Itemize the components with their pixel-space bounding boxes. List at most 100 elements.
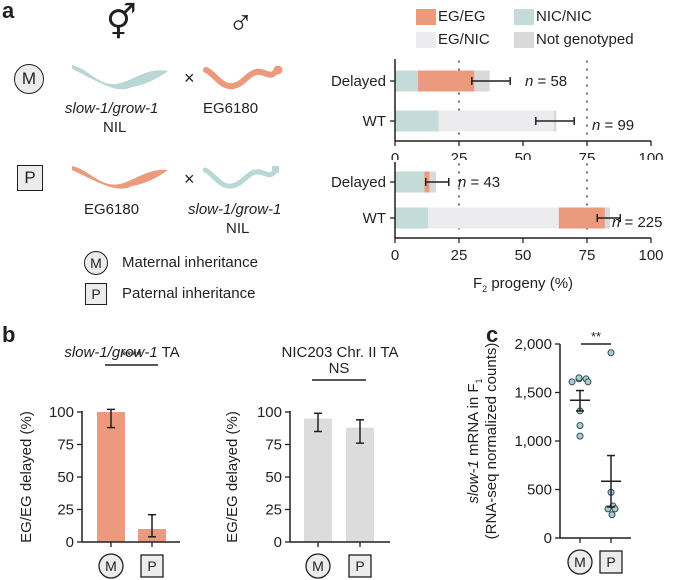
category-label: P (355, 558, 364, 574)
paternal-badge (599, 550, 623, 574)
legend-label-not-genotyped: Not genotyped (536, 31, 634, 48)
category-label: M (312, 558, 324, 574)
y-tick-label: 0 (544, 530, 552, 547)
panel-letter-c: c (486, 322, 499, 347)
x-tick-label: 25 (451, 150, 468, 160)
cross-symbol: × (184, 169, 195, 189)
paternal-badge: P (17, 165, 43, 191)
y-tick-label: 50 (265, 469, 282, 486)
y-tick-label: 0 (66, 534, 74, 551)
data-point (575, 374, 583, 382)
significance-label: **** (121, 348, 141, 363)
x-tick-label: 25 (451, 247, 468, 264)
data-point (576, 421, 584, 429)
y-tick-label: 100 (49, 404, 74, 421)
category-label: Delayed (331, 73, 386, 90)
bar-segment-nic-nic (395, 110, 439, 132)
hermaphrodite-symbol-icon: ⚥ (106, 4, 137, 42)
significance-label: NS (329, 360, 350, 377)
bar-segment-eg-nic (428, 207, 559, 229)
maternal-badge (305, 553, 331, 579)
category-label: M (105, 558, 117, 574)
key-paternal-label: Paternal inheritance (122, 285, 256, 302)
legend-label-eg-nic: EG/NIC (438, 31, 490, 48)
chart-b-slow1: slow-1/grow-1 TA**** 0 25 50 75 100 EG/EG dela… (18, 344, 180, 579)
cross-p-left-label: EG6180 (84, 201, 140, 218)
bar (304, 418, 332, 542)
y-tick-label: 2,000 (514, 336, 552, 353)
data-point (568, 378, 576, 386)
y-tick-label: 1,500 (514, 385, 552, 402)
chart-title: slow-1/grow-1 TA (64, 344, 179, 361)
n-annotation: n = 43 (458, 174, 500, 191)
bar-segment-nic-nic (395, 70, 419, 92)
category-label: P (606, 554, 615, 570)
y-tick-label: 100 (257, 404, 282, 421)
legend-swatch-eg-nic (416, 32, 436, 48)
legend-label-nic-nic: NIC/NIC (536, 8, 592, 25)
x-tick-label: 50 (515, 247, 532, 264)
worm-eg6180-salmon-icon (72, 166, 168, 189)
x-axis-label: F2 progeny (%) (473, 275, 573, 294)
legend-swatch-not-genotyped (514, 32, 534, 48)
data-point (584, 378, 592, 386)
n-annotation: n = 99 (592, 117, 634, 134)
n-annotation: n = 58 (525, 73, 567, 90)
y-axis-label: EG/EG delayed (%) (224, 411, 241, 543)
worm-eg6180-salmon-icon (203, 65, 283, 90)
chart-c-mrna: ** 0 500 1,000 1,500 2,000 slow-1 mRNA in F1 (R… (465, 329, 631, 575)
data-point (576, 432, 584, 440)
legend-swatch-eg-eg (416, 9, 436, 25)
y-axis-label: EG/EG delayed (%) (18, 411, 35, 543)
x-tick-label: 0 (391, 247, 399, 264)
y-tick-label: 0 (274, 534, 282, 551)
data-point (608, 511, 616, 519)
y-axis-label-line2: (RNA-seq normalized counts) (483, 343, 500, 540)
significance-label: ** (591, 329, 601, 344)
x-tick-label: 75 (579, 150, 596, 160)
y-tick-label: 50 (57, 469, 74, 486)
chart-a-maternal: Delayed n = 58 WT n = 99 0 25 50 75 100 (331, 59, 664, 160)
x-tick-label: 75 (579, 247, 596, 264)
cross-p-right-label-line1: slow-1/grow-1 (188, 201, 282, 218)
cross-m-right-label: EG6180 (203, 100, 259, 117)
y-tick-label: 75 (265, 437, 282, 454)
x-tick-label: 0 (391, 150, 399, 160)
chart-title: NIC203 Chr. II TA (282, 344, 399, 361)
x-tick-label: 100 (638, 247, 663, 264)
key-maternal-badge: M (84, 251, 108, 275)
bar-segment-nic-nic (395, 207, 429, 229)
maternal-badge: M (14, 64, 44, 94)
cross-p-right-label-line2: NIL (226, 220, 250, 237)
x-tick-label: 100 (638, 150, 663, 160)
maternal-badge (98, 553, 124, 579)
category-label: P (147, 558, 156, 574)
worm-nil-teal-icon (202, 166, 279, 189)
paternal-badge (348, 554, 372, 578)
category-label: WT (363, 113, 386, 130)
panel-letter-a: a (2, 0, 15, 23)
n-annotation: n = 225 (612, 214, 662, 231)
y-tick-label: 500 (527, 482, 552, 499)
y-tick-label: 1,000 (514, 433, 552, 450)
panel-letter-b: b (2, 322, 16, 347)
cross-m-left-label-line2: NIL (103, 119, 127, 136)
chart-a-paternal: Delayed n = 43 WT n = 225 0 25 50 75 100 F2 proge… (331, 162, 664, 294)
bar-segment-nic-nic (395, 171, 425, 193)
bar (346, 427, 374, 542)
category-label: Delayed (331, 174, 386, 191)
x-tick-label: 50 (515, 150, 532, 160)
male-symbol-icon: ♂ (228, 4, 254, 42)
paternal-badge (140, 554, 164, 578)
y-tick-label: 25 (265, 502, 282, 519)
legend-label-eg-eg: EG/EG (438, 8, 486, 25)
cross-m-left-label-line1: slow-1/grow-1 (65, 100, 159, 117)
y-tick-label: 25 (57, 502, 74, 519)
bar-segment-eg-eg (558, 207, 605, 229)
bar-segment-eg-eg (418, 70, 475, 92)
cross-symbol: × (184, 68, 195, 88)
maternal-badge (567, 549, 593, 575)
y-axis-label-line1: slow-1 mRNA in F1 (465, 378, 484, 503)
data-point (607, 349, 615, 357)
